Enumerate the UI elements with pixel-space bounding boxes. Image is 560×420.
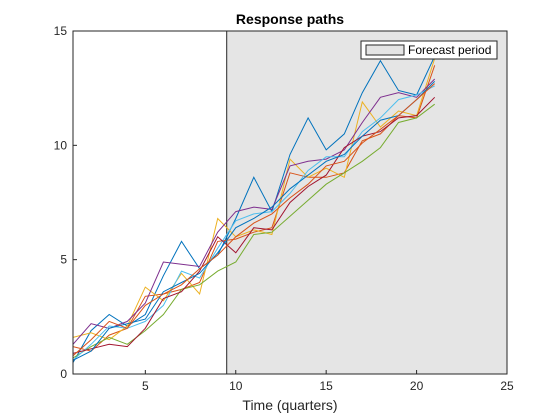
y-axis: 0 5 10 15 (54, 24, 77, 381)
chart-title: Response paths (236, 11, 344, 27)
y-tick-label: 0 (60, 367, 67, 381)
x-tick-label: 10 (229, 379, 243, 393)
legend-label: Forecast period (408, 43, 491, 57)
x-tick-label: 25 (500, 379, 514, 393)
series-line-4 (72, 78, 436, 345)
series-line-3 (72, 58, 436, 341)
series-line-5 (72, 103, 436, 359)
series-line-8 (72, 80, 436, 361)
axes-box (72, 30, 508, 375)
legend[interactable]: Forecast period (360, 40, 498, 60)
x-tick-label: 5 (142, 379, 149, 393)
x-axis-label: Time (quarters) (242, 397, 337, 413)
series-line-6 (72, 85, 435, 361)
forecast-period-region (226, 30, 508, 375)
y-tick-label: 15 (54, 24, 68, 38)
series-line-2 (72, 65, 436, 352)
series-group (72, 55, 436, 363)
y-tick-label: 10 (54, 138, 68, 152)
legend-swatch (365, 44, 405, 56)
series-line-7 (72, 96, 436, 354)
x-tick-label: 15 (319, 379, 333, 393)
y-tick-label: 5 (60, 253, 67, 267)
x-axis: 5 10 15 20 25 (142, 370, 514, 393)
x-tick-label: 20 (410, 379, 424, 393)
series-line-9 (72, 83, 436, 357)
